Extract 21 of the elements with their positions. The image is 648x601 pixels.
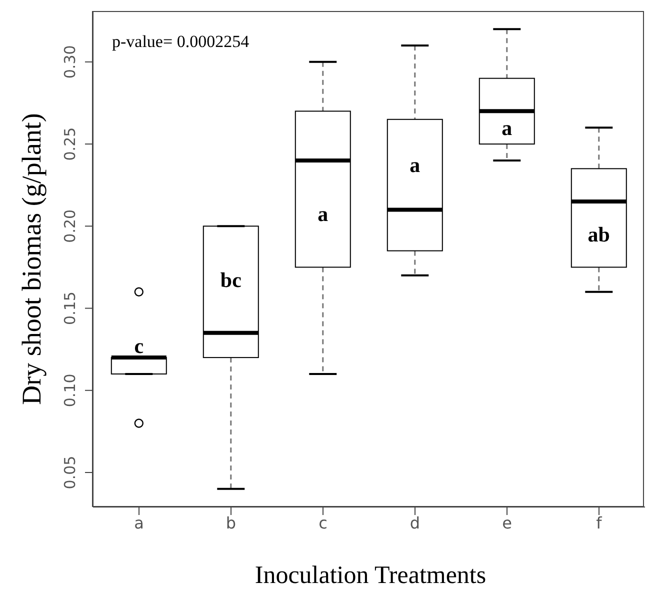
y-tick-label: 0.30: [61, 45, 79, 79]
y-tick-label: 0.10: [61, 374, 79, 408]
y-tick-label: 0.20: [61, 209, 79, 243]
y-tick-label: 0.15: [61, 292, 79, 325]
x-tick-label: c: [318, 513, 328, 532]
y-tick-label: 0.25: [61, 127, 79, 161]
annotation: a: [502, 116, 513, 140]
x-tick-label: d: [410, 513, 420, 532]
annotation: bc: [220, 268, 242, 292]
annotation: ab: [588, 222, 610, 247]
x-tick-label: b: [226, 513, 236, 532]
x-tick-label: a: [134, 513, 144, 532]
x-axis-title: Inoculation Treatments: [254, 562, 488, 590]
annotation: a: [410, 152, 421, 177]
x-tick-label: e: [502, 513, 512, 532]
y-tick-label: 0.05: [61, 456, 79, 490]
annotation: c: [134, 334, 144, 358]
annotation: a: [318, 202, 329, 226]
y-axis-title: Dry shoot biomas (g/plant): [16, 113, 48, 405]
annotation: p-value= 0.0002254: [112, 32, 250, 52]
x-tick-label: f: [596, 513, 602, 532]
